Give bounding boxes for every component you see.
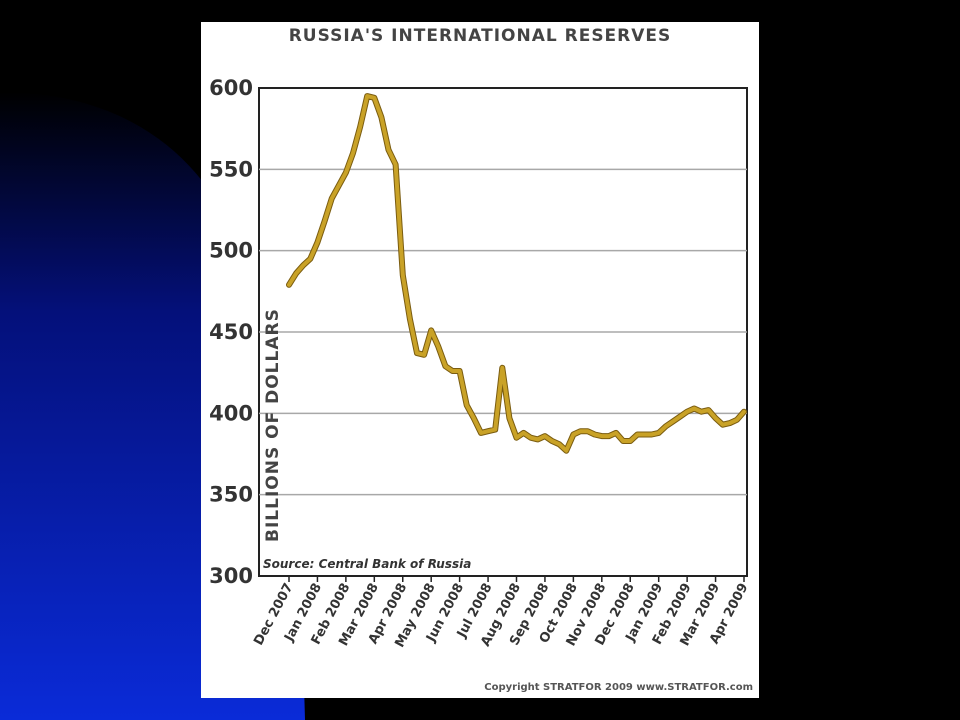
y-tick-label: 300 [209, 564, 253, 588]
chart: RUSSIA'S INTERNATIONAL RESERVES 300 350 40… [209, 26, 753, 693]
grid-lines [259, 168, 747, 496]
y-axis-label: BILLIONS OF DOLLARS [263, 308, 283, 542]
y-tick-label: 350 [209, 483, 253, 507]
y-tick-label: 400 [209, 401, 253, 425]
series-line [287, 94, 746, 453]
chart-card: RUSSIA'S INTERNATIONAL RESERVES 300 350 40… [201, 22, 759, 698]
y-tick-label: 550 [209, 157, 253, 181]
copyright-note: Copyright STRATFOR 2009 www.STRATFOR.com [484, 682, 753, 693]
data-series [286, 93, 747, 454]
y-tick-label: 500 [209, 239, 253, 263]
source-note: Source: Central Bank of Russia [263, 557, 471, 571]
y-axis-ticks: 300 350 400 450 500 550 600 [209, 76, 253, 588]
y-tick-label: 600 [209, 76, 253, 100]
y-tick-label: 450 [209, 320, 253, 344]
chart-title: RUSSIA'S INTERNATIONAL RESERVES [289, 26, 672, 46]
